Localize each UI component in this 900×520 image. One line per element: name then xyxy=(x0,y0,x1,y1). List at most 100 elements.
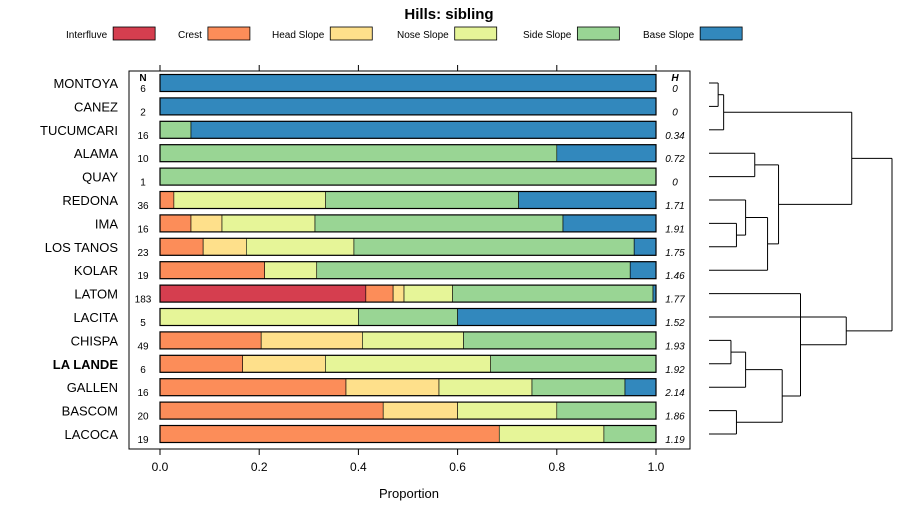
bar-outline xyxy=(159,331,657,350)
bar-segment xyxy=(498,425,605,443)
plot-frame xyxy=(128,70,691,450)
row-h: 1.91 xyxy=(665,224,684,235)
x-tick-label: 0.0 xyxy=(152,460,169,474)
bar-segment xyxy=(159,214,192,233)
bar-segment xyxy=(403,284,453,303)
row-label: CHISPA xyxy=(71,333,119,348)
row-h: 0 xyxy=(672,107,678,118)
bar-segment xyxy=(531,378,626,397)
row-n: 16 xyxy=(137,131,149,142)
h-header: H xyxy=(671,73,679,84)
row-h: 1.19 xyxy=(665,435,685,446)
bar-outline xyxy=(159,214,657,233)
x-tick-label: 1.0 xyxy=(648,460,665,474)
row-n: 16 xyxy=(137,388,149,399)
bar-segment xyxy=(159,354,243,373)
bar-segment xyxy=(202,238,247,256)
bar-segment xyxy=(463,331,657,350)
bar-segment xyxy=(242,354,326,373)
bar-segment xyxy=(633,238,657,256)
bar-outline xyxy=(159,354,657,373)
bar-outline xyxy=(159,307,657,327)
bar-segment xyxy=(246,238,355,256)
legend-label: Crest xyxy=(178,30,202,41)
bar-segment xyxy=(325,191,519,209)
legend-swatch xyxy=(699,26,743,41)
row-n: 20 xyxy=(137,412,149,423)
x-tick-label: 0.6 xyxy=(449,460,466,474)
bar-segment xyxy=(159,261,265,280)
bar-outline xyxy=(159,73,657,93)
row-h: 1.46 xyxy=(665,271,685,282)
row-h: 0 xyxy=(672,84,678,95)
bar-segment xyxy=(365,284,394,303)
bar-segment xyxy=(264,261,318,280)
legend-label: Side Slope xyxy=(523,30,572,41)
x-tick-label: 0.8 xyxy=(548,460,565,474)
bar-outline xyxy=(159,424,657,444)
legend-label: Nose Slope xyxy=(397,30,449,41)
legend-swatch xyxy=(329,26,373,41)
bar-segment xyxy=(190,121,657,139)
row-h: 1.77 xyxy=(665,295,685,306)
row-label: TUCUMCARI xyxy=(40,123,118,138)
bar-segment xyxy=(159,121,192,139)
row-n: 6 xyxy=(140,365,146,376)
bar-segment xyxy=(159,425,500,443)
row-h: 1.52 xyxy=(665,318,685,329)
bar-segment xyxy=(518,191,657,209)
dendrogram xyxy=(709,82,893,435)
bar-segment xyxy=(221,214,316,233)
row-label: CANEZ xyxy=(74,99,118,114)
row-h: 1.71 xyxy=(665,201,684,212)
bar-segment xyxy=(159,191,175,209)
bar-outline xyxy=(159,167,657,186)
bar-segment xyxy=(159,331,262,350)
row-h: 1.86 xyxy=(665,412,685,423)
bar-segment xyxy=(260,331,363,350)
bar-segment xyxy=(556,144,657,162)
bar-segment xyxy=(314,214,564,233)
row-n: 23 xyxy=(137,248,149,259)
bar-outline xyxy=(159,261,657,280)
bar-outline xyxy=(159,401,657,420)
bar-segment xyxy=(325,354,491,373)
bar-segment xyxy=(624,378,657,397)
bar-segment xyxy=(159,284,367,303)
row-n: 183 xyxy=(135,295,152,306)
row-h: 1.92 xyxy=(665,365,685,376)
row-label: LACITA xyxy=(73,310,118,325)
row-n: 49 xyxy=(137,341,149,352)
row-label: MONTOYA xyxy=(53,76,118,91)
row-label: GALLEN xyxy=(67,380,118,395)
bar-segment xyxy=(438,378,533,397)
x-tick-label: 0.2 xyxy=(251,460,268,474)
bar-segment xyxy=(603,425,657,443)
bar-outline xyxy=(159,378,657,397)
bar-segment xyxy=(382,401,458,420)
row-label: LACOCA xyxy=(65,427,119,442)
legend-swatch xyxy=(112,26,156,41)
row-label: LATOM xyxy=(74,287,118,302)
row-n: 36 xyxy=(137,201,149,212)
row-label: LOS TANOS xyxy=(45,240,119,255)
legend-swatch xyxy=(454,26,498,41)
bar-segment xyxy=(358,308,458,326)
bar-segment xyxy=(629,261,657,280)
row-label: KOLAR xyxy=(74,263,118,278)
bar-segment xyxy=(159,238,204,256)
row-n: 19 xyxy=(137,271,149,282)
row-label: ALAMA xyxy=(74,146,118,161)
x-tick-label: 0.4 xyxy=(350,460,367,474)
bar-segment xyxy=(556,401,657,420)
row-n: 19 xyxy=(137,435,149,446)
bar-segment xyxy=(457,308,657,326)
bar-outline xyxy=(159,284,657,303)
bar-outline xyxy=(159,237,657,256)
bar-segment xyxy=(316,261,631,280)
x-axis-label: Proportion xyxy=(379,486,439,501)
row-n: 16 xyxy=(137,224,149,235)
bar-segment xyxy=(173,191,326,209)
